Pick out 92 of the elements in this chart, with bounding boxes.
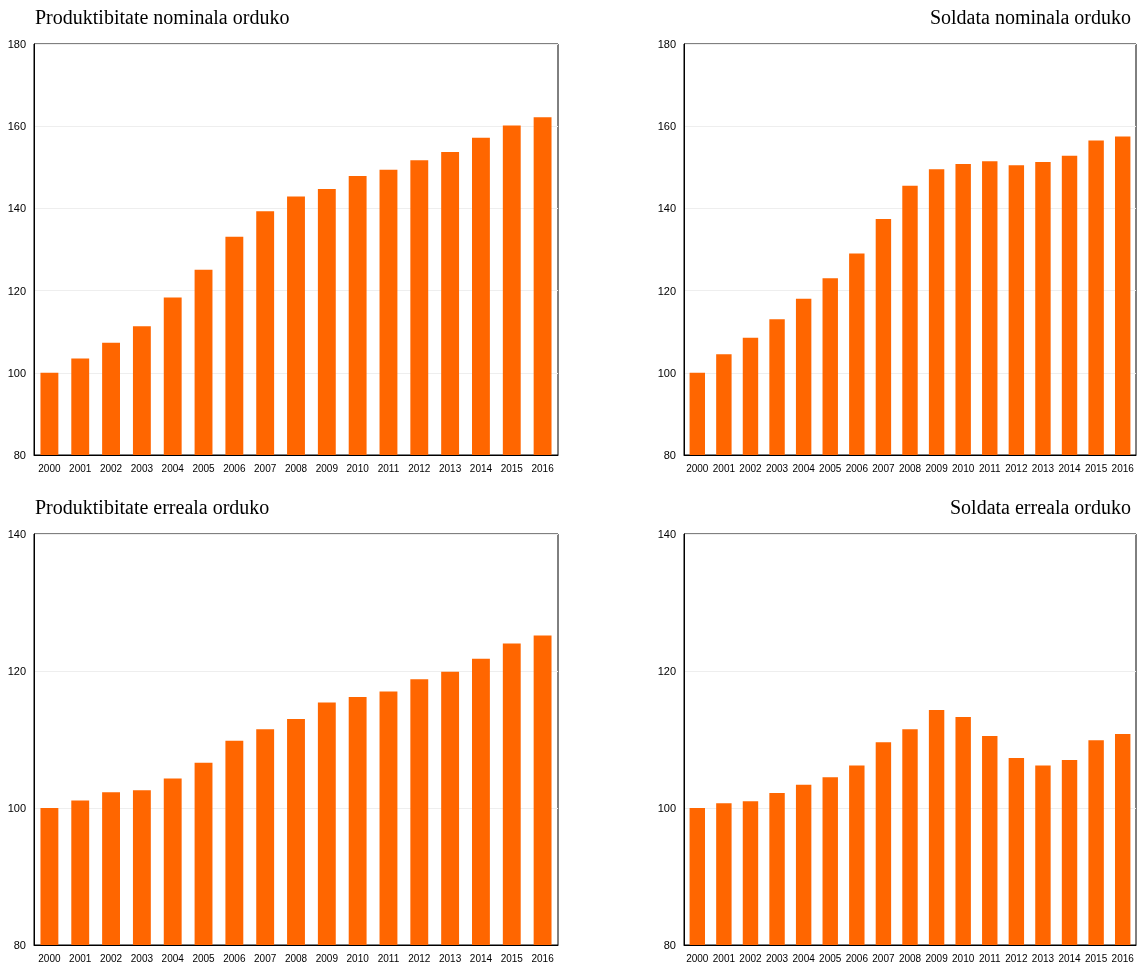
- x-tick-label: 2008: [898, 462, 922, 474]
- chart-title: Soldata nominala orduko: [929, 6, 1131, 28]
- x-tick-label: 2007: [872, 952, 895, 964]
- x-tick-label: 2014: [1058, 952, 1082, 964]
- x-tick-label: 2009: [315, 952, 339, 964]
- y-tick-label: 100: [657, 802, 676, 814]
- y-tick-label: 120: [7, 665, 26, 677]
- y-tick-label: 120: [657, 665, 676, 677]
- x-tick-label: 2016: [1111, 462, 1135, 474]
- chart-title: Produktibitate nominala orduko: [35, 6, 290, 28]
- x-tick-label: 2005: [192, 952, 216, 964]
- x-tick-label: 2011: [377, 952, 400, 964]
- x-tick-label: 2015: [500, 952, 524, 964]
- x-tick-label: 2003: [765, 462, 789, 474]
- x-tick-label: 2010: [952, 952, 975, 964]
- x-tick-label: 2001: [69, 952, 92, 964]
- x-tick-label: 2005: [192, 462, 216, 474]
- y-tick-label: 100: [7, 366, 26, 379]
- x-tick-label: 2004: [161, 462, 185, 474]
- x-tick-label: 2003: [130, 952, 154, 964]
- y-tick-label: 80: [663, 449, 676, 461]
- y-tick-label: 180: [7, 38, 26, 50]
- y-tick-label: 100: [657, 366, 676, 379]
- x-tick-label: 2012: [1005, 462, 1028, 474]
- x-tick-label: 2011: [377, 462, 400, 474]
- x-tick-label: 2001: [712, 952, 736, 964]
- x-tick-label: 2016: [1111, 952, 1135, 964]
- x-tick-label: 2000: [686, 952, 709, 964]
- x-tick-label: 2001: [712, 462, 736, 474]
- y-tick-label: 80: [13, 449, 26, 461]
- x-tick-label: 2007: [254, 462, 277, 474]
- y-tick-label: 160: [7, 120, 26, 133]
- x-tick-label: 2015: [1084, 952, 1108, 964]
- x-tick-label: 2011: [979, 952, 1001, 964]
- y-tick-label: 120: [7, 284, 26, 297]
- x-tick-label: 2010: [346, 952, 370, 964]
- x-tick-label: 2009: [315, 462, 339, 474]
- x-tick-label: 2000: [686, 462, 709, 474]
- x-tick-label: 2001: [69, 462, 92, 474]
- x-tick-label: 2000: [38, 952, 61, 964]
- x-tick-label: 2014: [469, 952, 493, 964]
- y-tick-label: 120: [657, 284, 676, 297]
- y-tick-label: 180: [657, 38, 676, 50]
- x-tick-label: 2013: [438, 952, 462, 964]
- y-tick-label: 80: [13, 939, 26, 951]
- y-tick-label: 140: [7, 202, 26, 215]
- x-tick-label: 2011: [979, 462, 1001, 474]
- x-tick-label: 2004: [161, 952, 185, 964]
- x-tick-label: 2013: [1031, 952, 1055, 964]
- y-tick-label: 140: [657, 528, 676, 540]
- x-tick-label: 2014: [1058, 462, 1082, 474]
- y-tick-label: 140: [7, 528, 26, 540]
- x-tick-label: 2010: [952, 462, 975, 474]
- x-tick-label: 2008: [284, 952, 308, 964]
- x-tick-label: 2008: [898, 952, 922, 964]
- x-tick-label: 2006: [845, 952, 869, 964]
- y-tick-label: 160: [657, 120, 676, 133]
- x-tick-label: 2002: [739, 462, 763, 474]
- x-tick-label: 2006: [845, 462, 869, 474]
- x-tick-label: 2014: [469, 462, 493, 474]
- x-tick-label: 2016: [531, 952, 555, 964]
- x-tick-label: 2006: [223, 462, 246, 474]
- x-tick-label: 2016: [531, 462, 555, 474]
- x-tick-label: 2010: [346, 462, 370, 474]
- x-tick-label: 2015: [1084, 462, 1108, 474]
- x-tick-label: 2012: [408, 462, 431, 474]
- y-tick-label: 140: [657, 202, 676, 215]
- x-tick-label: 2002: [99, 462, 123, 474]
- x-tick-label: 2004: [792, 462, 816, 474]
- x-tick-label: 2012: [408, 952, 431, 964]
- y-tick-label: 100: [7, 802, 26, 814]
- x-tick-label: 2002: [739, 952, 763, 964]
- x-tick-label: 2004: [792, 952, 816, 964]
- chart-title: Produktibitate erreala orduko: [35, 496, 270, 518]
- x-tick-label: 2005: [819, 462, 842, 474]
- x-tick-label: 2007: [254, 952, 277, 964]
- x-tick-label: 2008: [284, 462, 308, 474]
- y-tick-label: 80: [663, 939, 676, 951]
- x-tick-label: 2003: [765, 952, 789, 964]
- x-tick-label: 2015: [500, 462, 524, 474]
- x-tick-label: 2009: [925, 952, 949, 964]
- x-tick-label: 2003: [130, 462, 154, 474]
- x-tick-label: 2007: [872, 462, 895, 474]
- x-tick-label: 2009: [925, 462, 949, 474]
- x-tick-label: 2013: [438, 462, 462, 474]
- chart-title: Soldata erreala orduko: [949, 496, 1132, 518]
- x-tick-label: 2013: [1031, 462, 1055, 474]
- x-tick-label: 2006: [223, 952, 246, 964]
- x-tick-label: 2005: [819, 952, 842, 964]
- x-tick-label: 2012: [1005, 952, 1028, 964]
- x-tick-label: 2000: [38, 462, 61, 474]
- x-tick-label: 2002: [99, 952, 123, 964]
